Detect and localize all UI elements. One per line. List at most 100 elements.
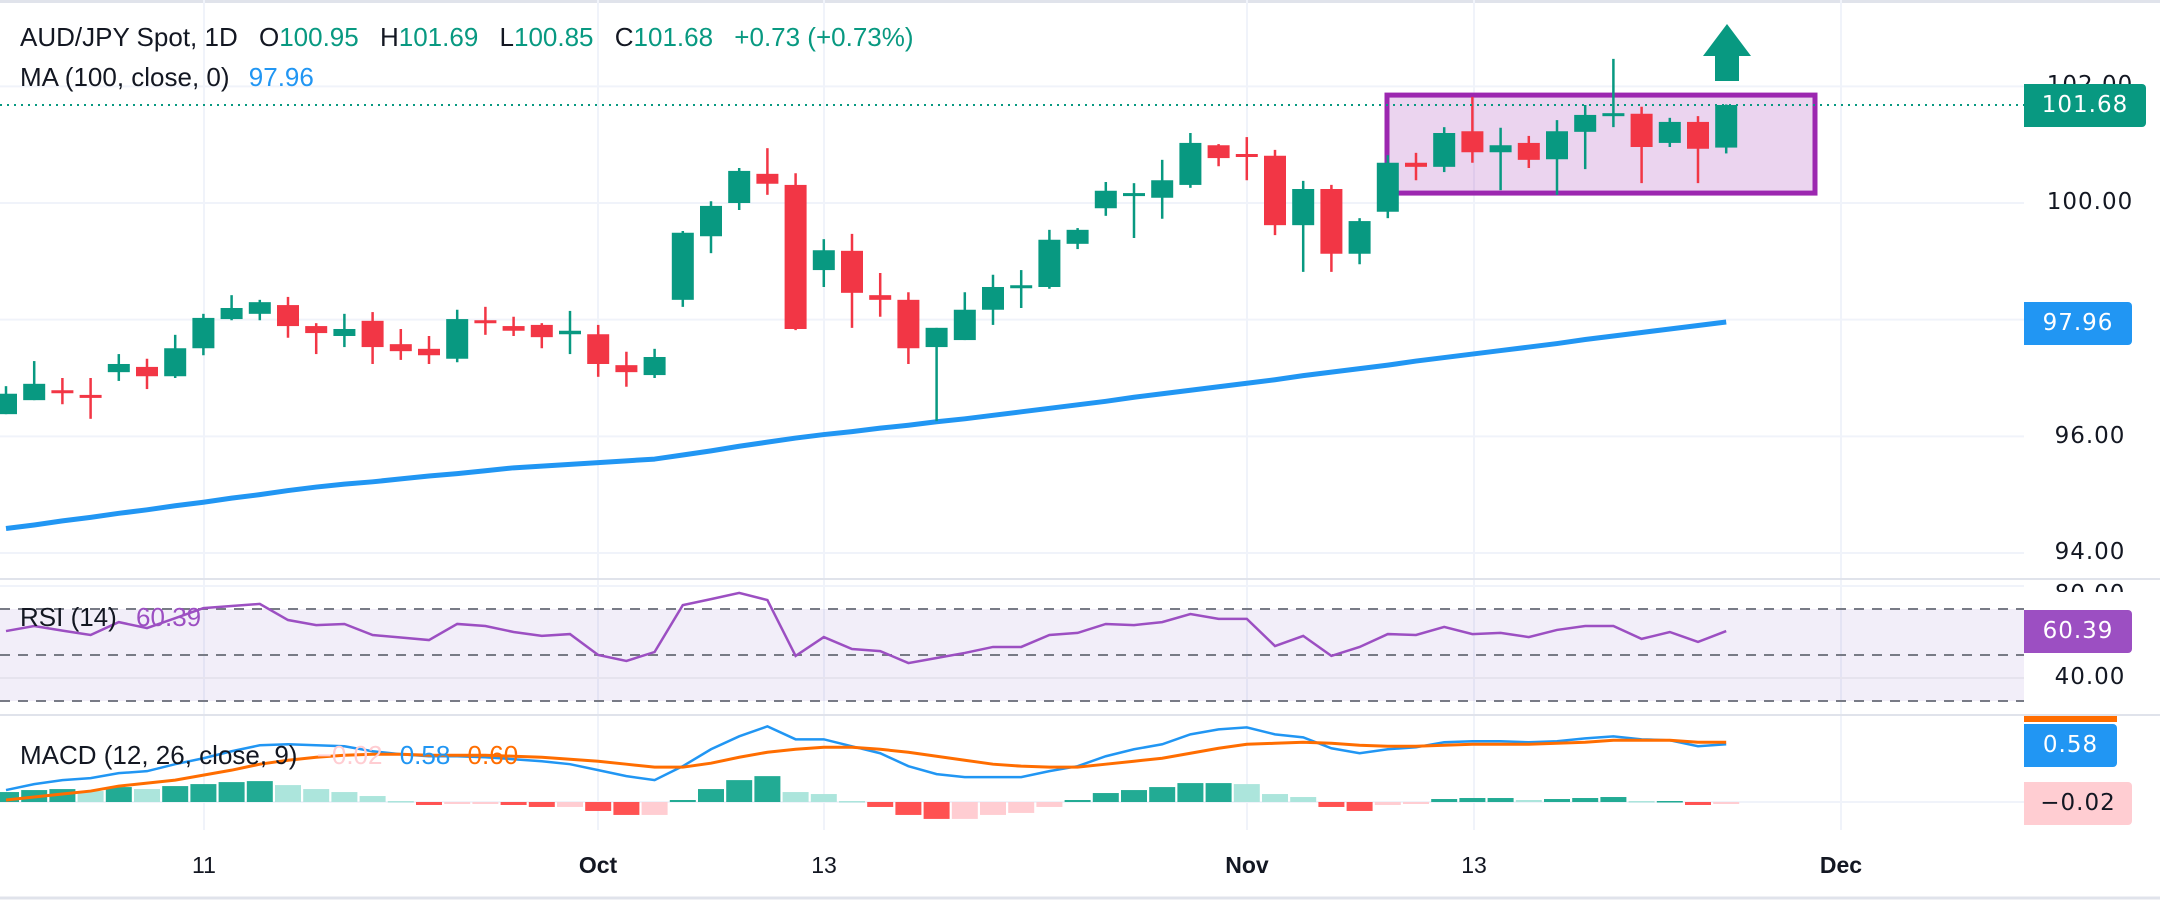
- candle: [333, 313, 356, 348]
- macd-histogram-bar: [1572, 798, 1599, 802]
- candle-body: [643, 356, 666, 376]
- candle-body: [107, 363, 130, 373]
- macd-histogram-bar: [810, 794, 837, 802]
- candle: [1630, 106, 1653, 184]
- macd-histogram-bar: [1290, 797, 1317, 802]
- macd-histogram-bar: [246, 781, 273, 802]
- candle-body: [728, 170, 751, 203]
- candle-body: [1038, 239, 1061, 287]
- candle: [1715, 104, 1738, 154]
- time-tick: Nov: [1225, 852, 1269, 878]
- candle: [418, 335, 440, 364]
- candle-body: [0, 393, 17, 415]
- candle-body: [1348, 221, 1371, 254]
- rsi-value: 60.39: [136, 602, 202, 632]
- macd-histogram-bar: [1656, 801, 1683, 803]
- candle-body: [700, 205, 722, 237]
- candle: [1546, 120, 1568, 195]
- macd-signal-value: 0.60: [467, 740, 519, 770]
- candle: [530, 323, 553, 349]
- macd-histogram-bar: [669, 800, 696, 802]
- candle: [23, 361, 46, 401]
- macd-histogram-bar: [218, 782, 245, 802]
- macd-histogram-bar: [162, 786, 189, 802]
- macd-histogram-bar: [698, 789, 724, 802]
- macd-histogram-bar: [472, 802, 499, 804]
- candle: [1235, 137, 1258, 181]
- time-tick: 13: [1461, 852, 1487, 878]
- time-tick: Oct: [578, 852, 618, 878]
- candle-body: [1292, 189, 1315, 226]
- candle: [0, 386, 17, 415]
- ma-legend: MA (100, close, 0) 97.96: [20, 62, 318, 93]
- macd-histogram-bar: [1121, 790, 1147, 802]
- candle-body: [559, 330, 581, 335]
- candle: [107, 354, 130, 381]
- candle-body: [530, 324, 553, 338]
- candle: [79, 377, 102, 419]
- macd-histogram-bar: [641, 802, 668, 815]
- candle-body: [333, 328, 356, 336]
- rsi-pane: [0, 585, 2024, 702]
- macd-histogram-bar: [1403, 802, 1429, 804]
- candle: [502, 316, 525, 336]
- candle: [1123, 183, 1145, 238]
- candle: [1320, 184, 1343, 272]
- candle-body: [756, 173, 779, 184]
- candle-body: [841, 250, 863, 293]
- macd-histogram-bar: [1374, 802, 1401, 805]
- macd-pane: [0, 725, 2024, 819]
- macd-histogram-bar: [951, 802, 978, 819]
- candle-body: [305, 326, 328, 334]
- candle: [1658, 117, 1681, 148]
- candle-body: [1489, 145, 1512, 153]
- pane-separators[interactable]: [0, 578, 2160, 900]
- macd-histogram-bar: [275, 785, 301, 802]
- candle: [1517, 135, 1540, 169]
- macd-label[interactable]: MACD (12, 26, close, 9): [20, 740, 298, 770]
- macd-histogram-bar: [1233, 784, 1260, 802]
- candle-body: [1715, 105, 1738, 148]
- macd-histogram-bar: [980, 802, 1006, 815]
- candle: [841, 233, 863, 328]
- ma-value: 97.96: [248, 62, 314, 92]
- macd-histogram-bar: [782, 792, 809, 802]
- rsi-label[interactable]: RSI (14): [20, 602, 117, 632]
- open-label: O: [258, 22, 280, 52]
- macd-value-label: 0.58: [2024, 724, 2117, 767]
- candle: [700, 201, 722, 254]
- open-value: 100.95: [279, 22, 359, 52]
- grid-lines: [0, 0, 2024, 830]
- candle: [784, 173, 807, 331]
- candle: [897, 292, 920, 364]
- ma-label[interactable]: MA (100, close, 0): [20, 62, 230, 92]
- candle-body: [79, 394, 102, 398]
- macd-hist-value: −0.02: [316, 740, 383, 770]
- candle: [925, 327, 948, 422]
- candle-body: [982, 286, 1004, 310]
- macd-histogram-bar: [1092, 793, 1119, 802]
- macd-histogram-bar: [1205, 783, 1232, 802]
- rsi-legend: RSI (14) 60.39: [20, 602, 205, 633]
- candle: [1687, 116, 1709, 184]
- candle: [1602, 58, 1625, 128]
- candle: [812, 239, 835, 287]
- candle: [389, 328, 412, 360]
- high-label: H: [379, 22, 399, 52]
- top-border: [0, 0, 2160, 3]
- candle: [756, 148, 779, 195]
- macd-histogram-bar: [557, 802, 583, 807]
- candle-body: [51, 390, 74, 394]
- candle: [136, 358, 158, 390]
- consolidation-rectangle[interactable]: [1384, 92, 1818, 196]
- candle: [587, 324, 610, 377]
- candle-body: [136, 366, 158, 377]
- candle: [559, 310, 581, 355]
- macd-histogram-bar: [528, 802, 555, 807]
- candle-body: [1376, 162, 1399, 212]
- candle-body: [1546, 131, 1568, 160]
- macd-histogram-bar: [1515, 800, 1542, 802]
- candle-body: [1320, 189, 1343, 254]
- symbol-title[interactable]: AUD/JPY Spot, 1D: [20, 22, 238, 52]
